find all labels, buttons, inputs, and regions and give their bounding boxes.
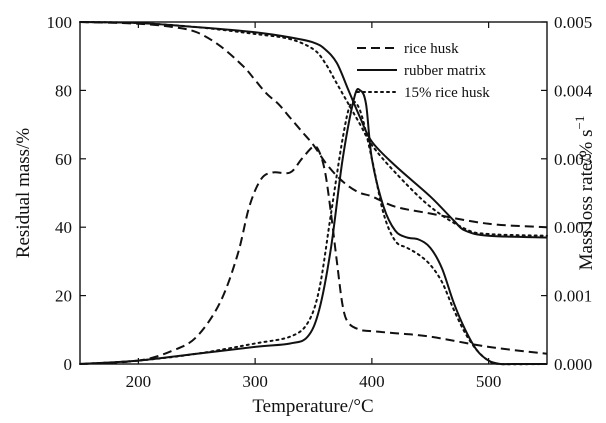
series-15pct-rice-husk-mass-loss-rate <box>79 100 548 366</box>
x-tick-label: 400 <box>359 372 385 391</box>
plot-frame <box>79 21 548 365</box>
y-right-axis-title: Mass loss rate/% s−1 <box>572 116 597 271</box>
y-left-tick-label: 20 <box>55 287 72 306</box>
series-rice-husk-residual-mass <box>79 21 548 229</box>
legend: rice husk rubber matrix 15% rice husk <box>356 41 490 101</box>
y-right-tick-label: 0.002 <box>554 218 592 237</box>
x-tick-label: 300 <box>242 372 268 391</box>
y-left-tick-label: 80 <box>55 81 72 100</box>
svg-text:Mass loss rate/% s−1: Mass loss rate/% s−1 <box>572 116 597 271</box>
legend-label: rubber matrix <box>404 63 487 79</box>
y-left-axis-title: Residual mass/% <box>13 128 34 259</box>
y-right-tick-label: 0.004 <box>554 81 593 100</box>
series-rice-husk-mass-loss-rate <box>79 145 548 365</box>
y-right-tick-label: 0.001 <box>554 287 592 306</box>
legend-label: rice husk <box>404 41 459 57</box>
y-right-tick-label: 0.005 <box>554 13 592 32</box>
series-rubber-matrix-residual-mass <box>79 21 548 239</box>
series-15pct-rice-husk-residual-mass <box>79 21 548 237</box>
y-left-tick-label: 60 <box>55 150 72 169</box>
x-axis-title: Temperature/°C <box>252 396 373 417</box>
y-left-tick-label: 0 <box>64 355 73 374</box>
y-right-axis-title-text: Mass loss rate/% s <box>576 129 597 270</box>
series-layer <box>79 21 548 366</box>
x-tick-label: 500 <box>476 372 502 391</box>
y-right-tick-label: 0.003 <box>554 150 592 169</box>
x-tick-label: 200 <box>126 372 152 391</box>
legend-label: 15% rice husk <box>404 85 490 101</box>
y-right-tick-label: 0.000 <box>554 355 592 374</box>
y-left-tick-label: 40 <box>55 218 72 237</box>
y-right-axis-title-exponent: −1 <box>572 116 587 130</box>
y-left-tick-label: 100 <box>47 13 73 32</box>
series-rubber-matrix-mass-loss-rate <box>79 88 548 366</box>
tick-labels: 200 300 400 500 0 20 40 60 80 100 0.000 0.001 0.002 0… <box>47 13 593 391</box>
